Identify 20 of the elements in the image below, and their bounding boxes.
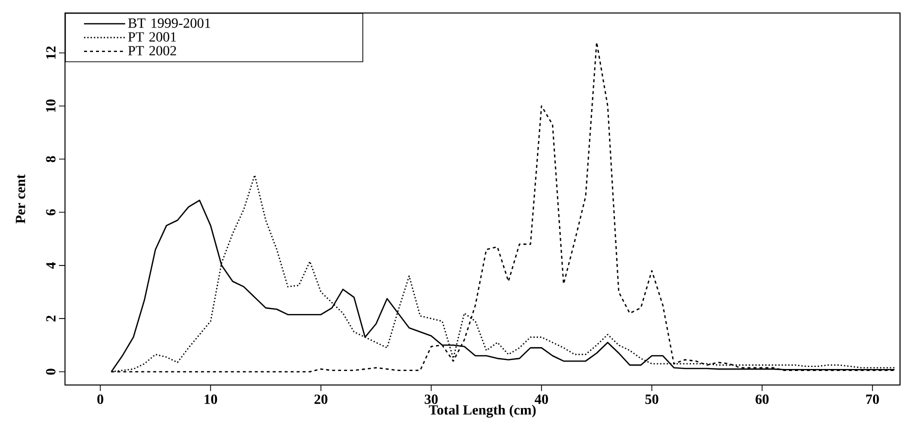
- x-tick-label: 50: [645, 394, 658, 404]
- x-tick-label: 0: [97, 394, 104, 404]
- x-tick-label: 20: [314, 394, 328, 404]
- x-tick-label: 10: [204, 394, 218, 404]
- y-axis-title: Per cent: [16, 174, 26, 224]
- legend-label: BT 1999-2001: [128, 18, 210, 28]
- legend-label: PT 2002: [128, 46, 176, 56]
- x-tick-label: 40: [534, 394, 548, 404]
- x-tick-label: 70: [866, 394, 879, 404]
- y-tick-label: 0: [46, 368, 56, 375]
- x-tick-label: 60: [756, 394, 769, 404]
- x-tick-label: 30: [424, 394, 438, 404]
- y-tick-label: 12: [46, 46, 56, 59]
- y-tick-label: 2: [46, 316, 56, 322]
- legend-label: PT 2001: [128, 32, 176, 42]
- y-tick-label: 10: [46, 100, 56, 112]
- y-tick-label: 8: [46, 156, 56, 162]
- y-tick-label: 6: [46, 209, 56, 216]
- y-tick-label: 4: [46, 262, 56, 269]
- x-axis-title: Total Length (cm): [428, 404, 536, 418]
